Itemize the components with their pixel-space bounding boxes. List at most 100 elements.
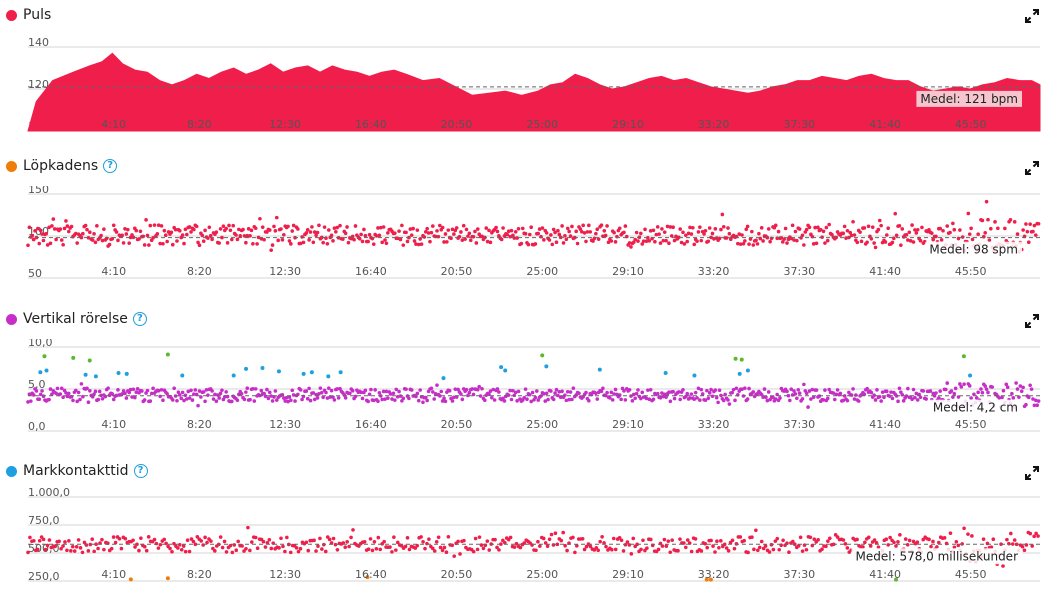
data-point [668,225,673,229]
markkontakt-help-icon[interactable]: ? [133,464,148,478]
data-point [312,397,317,402]
data-point [283,399,288,403]
data-point [179,547,184,552]
data-point [823,241,827,245]
data-point [952,391,957,396]
data-point [544,391,549,396]
markkontakt-expand-icon[interactable] [1025,466,1039,480]
data-point [196,240,200,245]
data-point [880,390,885,394]
puls-expand-icon[interactable] [1025,9,1039,23]
data-point [491,387,496,392]
lopkadens-expand-icon[interactable] [1025,161,1039,175]
data-point [183,549,188,554]
data-point [494,225,498,230]
data-point [176,390,181,395]
data-point [619,538,624,543]
data-point [676,390,681,394]
data-point [646,388,650,392]
data-point [981,537,986,541]
data-point [493,537,497,542]
data-point [213,549,217,553]
x-tick-label: 45:50 [955,265,987,278]
y-tick-label: 10,0 [28,339,53,349]
data-point [685,239,690,244]
data-point [602,228,607,233]
x-tick-label: 25:00 [526,265,558,278]
data-point [911,387,916,392]
data-point [363,388,368,393]
data-point [380,240,385,245]
data-point [224,390,228,394]
data-point [335,225,340,230]
data-point [667,390,671,395]
data-point [415,228,420,232]
data-point [438,394,442,398]
data-point [827,387,831,392]
data-point [726,398,730,402]
data-point [868,544,873,548]
data-point [324,390,328,395]
data-point [40,232,44,236]
data-point [570,224,574,229]
data-point [123,226,127,231]
data-point [341,237,345,241]
data-point [818,227,823,232]
data-point [660,227,664,231]
data-point [1036,221,1041,226]
data-point [717,388,722,393]
data-point [415,391,420,396]
data-point [440,225,445,230]
data-point [137,548,141,553]
data-point [82,540,87,545]
data-point [367,232,372,237]
data-point [142,398,147,402]
data-point [230,399,234,404]
vertikal-expand-icon[interactable] [1025,314,1039,328]
data-point [325,535,330,539]
data-point [929,544,933,549]
data-point [114,393,119,398]
data-point [395,236,400,241]
data-point [477,384,481,389]
data-point [151,386,155,391]
data-point [450,227,455,232]
data-point [888,535,892,540]
data-point [178,542,182,547]
data-point [218,227,223,231]
data-point [253,226,258,231]
data-point [958,382,962,386]
data-point [36,226,40,231]
data-point [362,539,367,544]
data-point [508,388,512,393]
data-point [316,544,320,548]
data-point [661,238,666,243]
data-point [756,548,760,553]
data-point [613,387,618,392]
data-point [744,227,749,232]
data-point [859,239,864,244]
data-point [563,543,567,548]
data-point [466,393,470,398]
data-point [601,234,605,238]
data-point [26,550,30,555]
x-tick-label: 16:40 [355,265,387,278]
data-point [196,403,200,408]
data-point [802,382,806,387]
data-point [651,397,656,402]
data-point [207,225,212,230]
data-point [277,546,281,550]
data-point [234,233,238,237]
data-point [556,228,560,233]
data-point [57,539,61,544]
data-point [685,391,690,396]
data-point [897,386,902,391]
lopkadens-help-icon[interactable]: ? [103,159,118,173]
vertikal-help-icon[interactable]: ? [132,312,147,326]
data-point [173,227,178,232]
data-point [807,225,812,230]
data-point [875,388,879,392]
data-point [1018,384,1023,388]
data-point [393,231,397,235]
data-point [699,387,704,392]
